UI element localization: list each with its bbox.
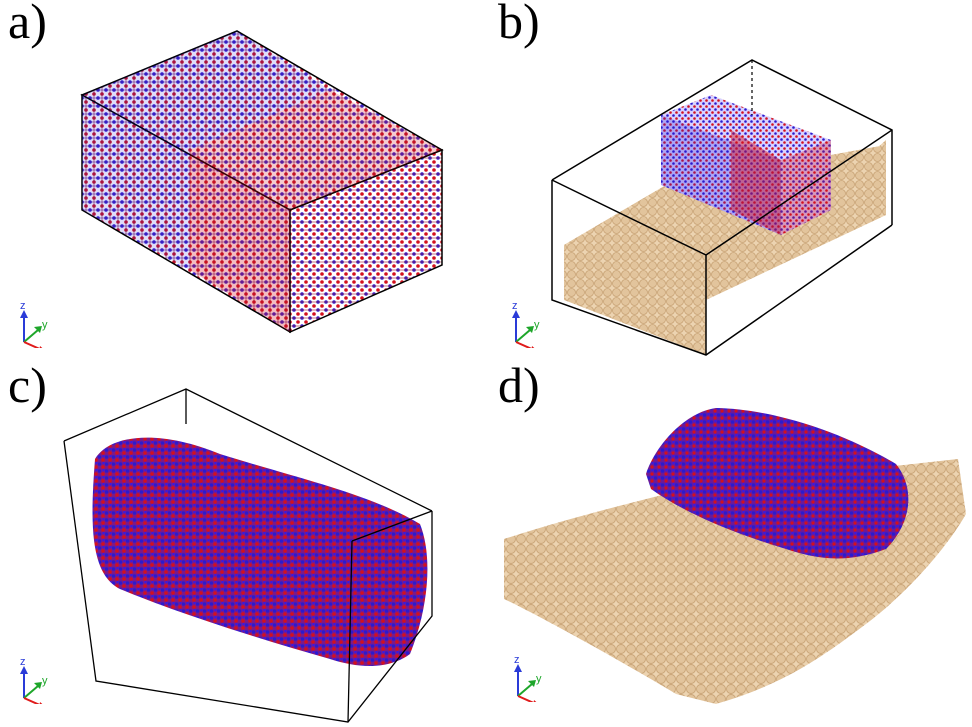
axis-triad-icon: z y x bbox=[20, 300, 48, 348]
axis-z-label: z bbox=[512, 300, 518, 312]
axis-y-label: y bbox=[42, 675, 48, 687]
panel-b: b) z y x bbox=[486, 0, 972, 363]
lattice-box-image bbox=[80, 30, 444, 334]
axis-triad-icon: z y x bbox=[20, 656, 48, 704]
disordered-block-image bbox=[63, 388, 433, 723]
panel-c: c) z y x bbox=[0, 360, 486, 727]
axis-z-label: z bbox=[20, 656, 26, 668]
panel-label-c: c) bbox=[8, 357, 47, 413]
panel-label-b: b) bbox=[498, 0, 540, 49]
droplet-substrate-image bbox=[504, 408, 966, 704]
axis-y-label: y bbox=[42, 319, 48, 331]
axis-y-label: y bbox=[536, 673, 542, 685]
axis-z-label: z bbox=[20, 300, 26, 312]
axis-triad-icon: z y x bbox=[514, 654, 542, 702]
panel-a: a) z y x bbox=[0, 0, 486, 363]
panel-d: d) z y x bbox=[486, 360, 972, 727]
axis-y-label: y bbox=[534, 319, 540, 331]
axis-z-label: z bbox=[514, 654, 520, 666]
axis-triad-icon: z y x bbox=[512, 300, 540, 348]
panel-label-d: d) bbox=[498, 357, 540, 413]
slab-block-image bbox=[551, 59, 893, 356]
panel-label-a: a) bbox=[8, 0, 47, 49]
